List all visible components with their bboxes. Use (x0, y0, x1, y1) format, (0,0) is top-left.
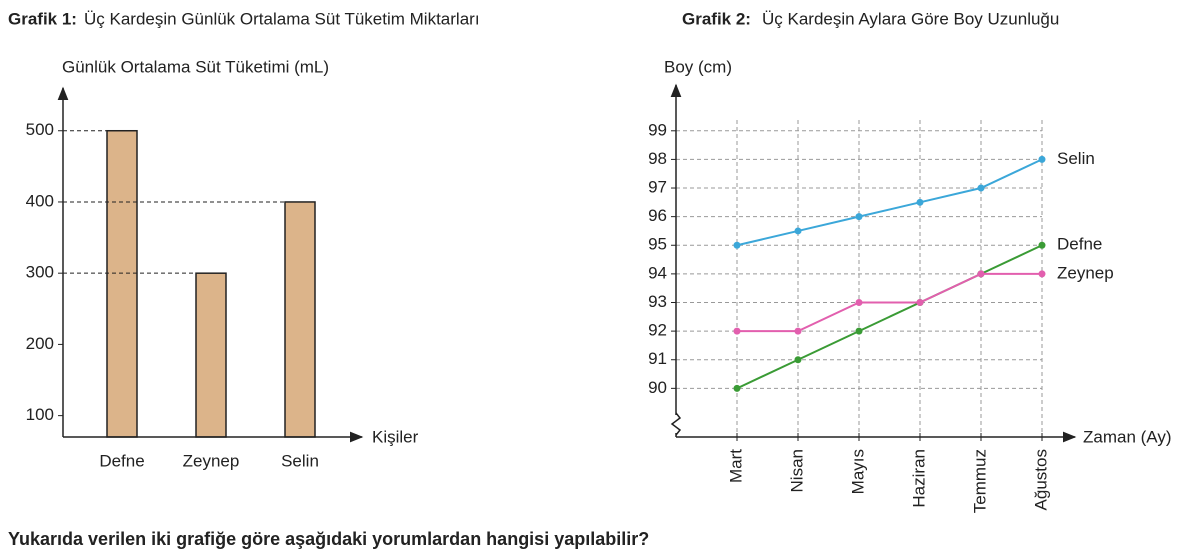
y-tick-label: 99 (648, 120, 667, 139)
y-tick-label: 400 (26, 191, 54, 210)
point (1038, 270, 1046, 278)
y-tick-label: 500 (26, 120, 54, 139)
point (977, 184, 985, 192)
y-tick-label: 92 (648, 321, 667, 340)
chart-label: Grafik 1: (8, 9, 77, 28)
y-tick-label: 96 (648, 206, 667, 225)
x-tick-label: Ağustos (1031, 449, 1050, 510)
y-tick-label: 90 (648, 378, 667, 397)
series-line (736, 158, 1043, 247)
point (794, 227, 802, 235)
x-tick-label: Haziran (909, 449, 928, 508)
point (1038, 155, 1046, 163)
y-tick-label: 300 (26, 263, 54, 282)
point (733, 241, 741, 249)
point (733, 384, 741, 392)
chart-label: Grafik 2: (682, 9, 751, 28)
x-axis-label: Kişiler (372, 427, 419, 446)
point (1038, 241, 1046, 249)
series-line (737, 272, 1042, 333)
series-label: Selin (1057, 149, 1095, 168)
y-tick-label: 91 (648, 349, 667, 368)
series-line (736, 244, 1043, 390)
x-tick-label: Nisan (787, 449, 806, 492)
point (794, 327, 802, 335)
bar (195, 272, 227, 438)
point (916, 298, 924, 306)
chart-title: Üç Kardeşin Günlük Ortalama Süt Tüketim … (84, 9, 480, 28)
x-axis-label: Zaman (Ay) (1083, 427, 1172, 446)
point (977, 270, 985, 278)
axis-break (670, 412, 682, 436)
point (855, 327, 863, 335)
y-tick-label: 93 (648, 292, 667, 311)
x-tick-label: Selin (281, 451, 319, 470)
point (916, 198, 924, 206)
x-tick-label: Defne (99, 451, 144, 470)
series-label: Defne (1057, 235, 1102, 254)
bar (106, 129, 138, 438)
x-tick-label: Mart (726, 449, 745, 483)
y-tick-label: 100 (26, 405, 54, 424)
axis-break-gap (672, 415, 680, 433)
y-axis-label: Günlük Ortalama Süt Tüketimi (mL) (62, 57, 329, 76)
y-axis-label: Boy (cm) (664, 57, 732, 76)
bar (284, 201, 316, 438)
point (733, 327, 741, 335)
y-tick-label: 98 (648, 149, 667, 168)
point (855, 213, 863, 221)
y-tick-label: 200 (26, 334, 54, 353)
series-label: Zeynep (1057, 263, 1114, 282)
x-tick-label: Zeynep (183, 451, 240, 470)
y-tick-label: 94 (648, 263, 667, 282)
point (794, 356, 802, 364)
y-tick-label: 95 (648, 235, 667, 254)
question: Yukarıda verilen iki grafiğe göre aşağıd… (8, 529, 649, 549)
point (855, 298, 863, 306)
x-tick-label: Mayıs (848, 449, 867, 494)
chart-title: Üç Kardeşin Aylara Göre Boy Uzunluğu (762, 9, 1059, 28)
x-tick-label: Temmuz (970, 449, 989, 513)
y-tick-label: 97 (648, 178, 667, 197)
